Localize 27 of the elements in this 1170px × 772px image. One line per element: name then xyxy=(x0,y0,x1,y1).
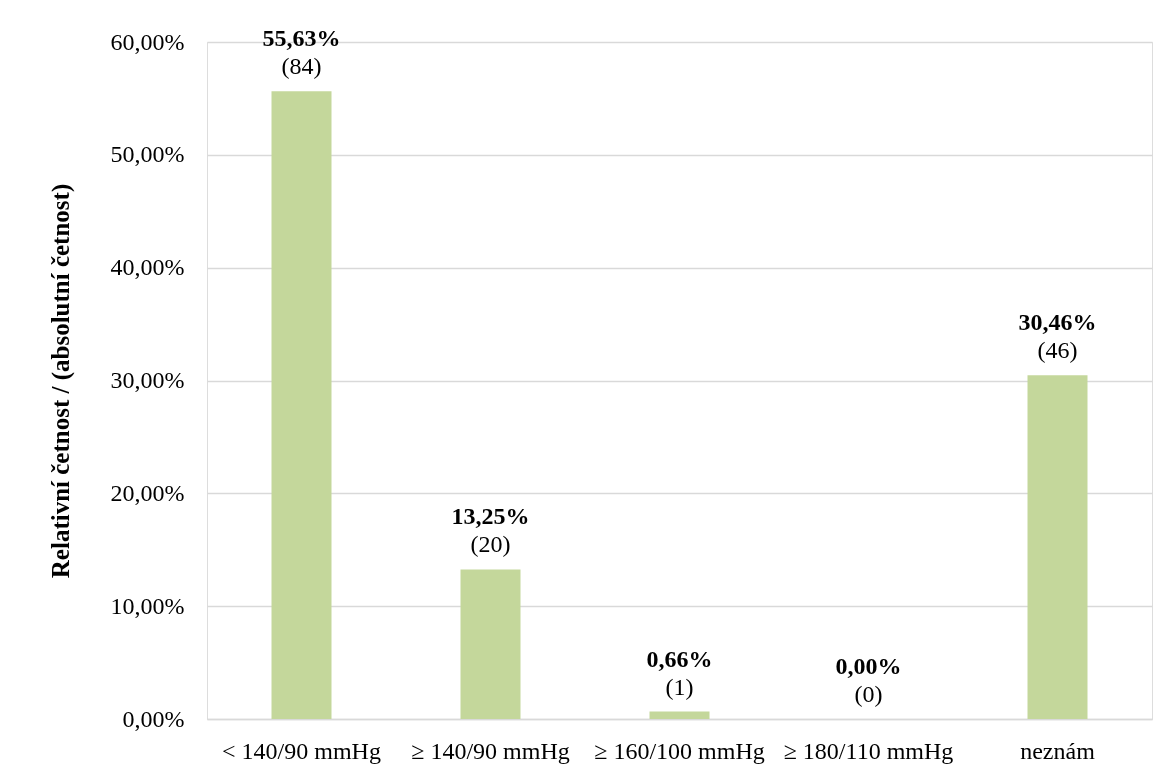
y-tick-label: 60,00% xyxy=(110,28,185,55)
data-label: 13,25% xyxy=(451,503,530,530)
y-tick-label: 30,00% xyxy=(110,367,185,393)
data-label: 55,63% xyxy=(262,25,341,52)
x-tick-label: < 140/90 mmHg xyxy=(222,737,381,764)
y-tick-label: 20,00% xyxy=(110,479,185,506)
x-tick-label: neznám xyxy=(1020,737,1096,764)
annotation: (20) xyxy=(470,531,511,558)
x-tick-label: ≥ 140/90 mmHg xyxy=(411,737,570,764)
bar xyxy=(460,569,521,719)
annotation: (0) xyxy=(854,681,883,707)
x-tick-label: ≥ 180/110 mmHg xyxy=(783,737,954,764)
bar xyxy=(271,91,332,719)
x-tick-label: ≥ 160/100 mmHg xyxy=(594,737,765,764)
annotation: (84) xyxy=(281,53,322,80)
bar xyxy=(649,711,710,719)
annotation: (46) xyxy=(1037,337,1078,364)
bar xyxy=(1027,375,1088,719)
data-label: 30,46% xyxy=(1018,309,1097,336)
y-tick-label: 50,00% xyxy=(110,141,185,168)
y-tick-label: 0,00% xyxy=(122,705,185,732)
y-tick-label: 40,00% xyxy=(110,254,185,281)
y-axis-title: Relativní četnost / (absolutní četnost) xyxy=(46,183,75,579)
y-tick-label: 10,00% xyxy=(110,592,185,619)
annotation: (1) xyxy=(665,673,694,700)
data-label: 0,66% xyxy=(646,645,713,672)
data-label: 0,00% xyxy=(835,653,902,679)
